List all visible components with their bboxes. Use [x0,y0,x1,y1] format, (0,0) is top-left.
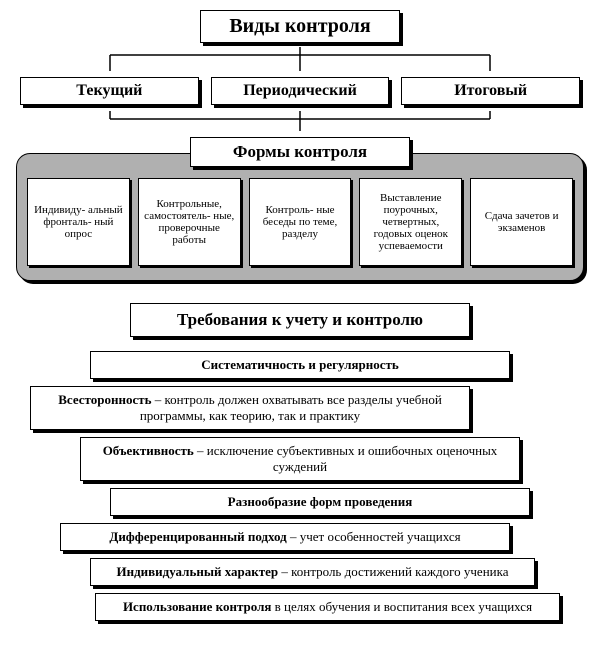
req-rest: – контроль достижений каждого ученика [278,564,508,579]
req-bold: Индивидуальный характер [116,564,278,579]
req-stack: Систематичность и регулярность Всесторонн… [20,351,580,621]
forms-panel: Индивиду- альный фронталь- ный опрос Кон… [16,153,584,281]
form-box-1: Индивиду- альный фронталь- ный опрос [27,178,130,266]
forms-title: Формы контроля [190,137,410,167]
req-box-6: Индивидуальный характер – контроль дости… [90,558,535,586]
type-box-1: Текущий [20,77,199,105]
type-box-2: Периодический [211,77,390,105]
connector-forms [20,111,580,131]
req-box-5: Дифференцированный подход – учет особенн… [60,523,510,551]
req-bold: Объективность [103,443,194,458]
types-row: Текущий Периодический Итоговый [20,77,580,105]
title-main: Виды контроля [200,10,400,43]
form-box-2: Контрольные, самостоятель- ные, провероч… [138,178,241,266]
req-rest: – исключение субъективных и ошибочных оц… [194,443,498,474]
req-rest: – учет особенностей учащихся [287,529,461,544]
form-box-5: Сдача зачетов и экзаменов [470,178,573,266]
req-bold: Систематичность и регулярность [201,357,399,372]
req-title: Требования к учету и контролю [130,303,470,337]
connector-types [20,47,580,71]
req-rest: в целях обучения и воспитания всех учащи… [271,599,532,614]
form-box-4: Выставление поурочных, четвертных, годов… [359,178,462,266]
req-bold: Дифференцированный подход [109,529,286,544]
form-box-3: Контроль- ные беседы по теме, разделу [249,178,352,266]
req-bold: Использование контроля [123,599,271,614]
req-box-2: Всесторонность – контроль должен охватыв… [30,386,470,430]
req-box-4: Разнообразие форм проведения [110,488,530,516]
type-box-3: Итоговый [401,77,580,105]
req-box-3: Объективность – исключение субъективных … [80,437,520,481]
req-box-1: Систематичность и регулярность [90,351,510,379]
req-bold: Разнообразие форм проведения [228,494,413,509]
req-box-7: Использование контроля в целях обучения … [95,593,560,621]
req-bold: Всесторонность [58,392,151,407]
req-rest: – контроль должен охватывать все разделы… [140,392,442,423]
